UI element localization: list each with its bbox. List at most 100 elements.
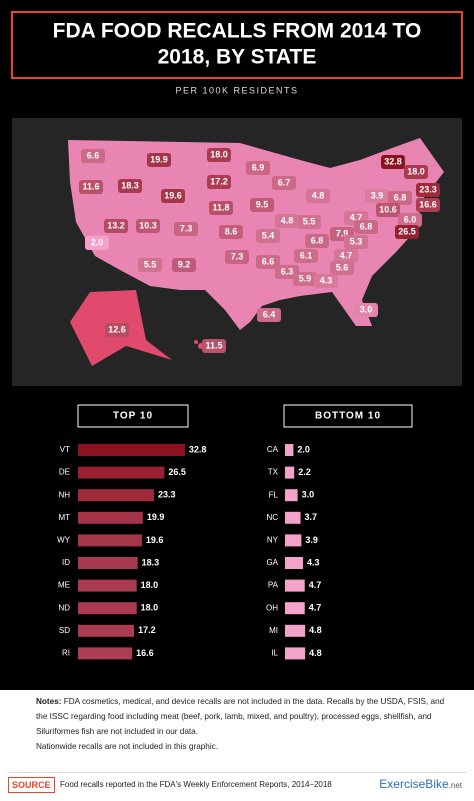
value-label: 3.7 [305, 512, 318, 522]
state-value [207, 175, 231, 189]
value-label: 4.7 [309, 603, 322, 613]
state-label: 5.5 [303, 216, 316, 226]
state-label: 7.3 [180, 223, 193, 233]
state-label: 4.7 [350, 212, 363, 222]
state-value [118, 179, 142, 193]
hawaii [194, 340, 198, 344]
state-label: 18.0 [407, 166, 425, 176]
state-label: 5.4 [262, 230, 275, 240]
state-value [416, 183, 440, 197]
state-label: 6.8 [360, 221, 373, 231]
logo: ExerciseBike.net [379, 777, 462, 791]
value-label: 18.0 [141, 603, 159, 613]
bar [285, 511, 301, 524]
state-value [344, 235, 368, 249]
state-value [305, 234, 329, 248]
state-label: 18.3 [121, 180, 139, 190]
state-label: 5.3 [350, 236, 363, 246]
category-label: ID [62, 558, 70, 567]
state-value [147, 153, 171, 167]
value-label: 4.8 [309, 648, 322, 658]
subtitle: PER 100K RESIDENTS [175, 85, 298, 95]
bar [285, 466, 295, 479]
category-label: VT [60, 445, 70, 454]
state-label: 6.4 [263, 309, 276, 319]
category-label: FL [269, 490, 279, 499]
bar [285, 557, 304, 569]
value-label: 3.0 [302, 490, 315, 500]
state-value [330, 261, 354, 275]
logo-suffix: .net [448, 781, 462, 790]
chart-title: TOP 10 [113, 411, 153, 422]
bar [285, 647, 306, 660]
chart: FDA FOOD RECALLS FROM 2014 TO 2018, BY S… [0, 0, 474, 690]
state-value [138, 258, 162, 272]
state-value [314, 274, 338, 288]
bar [78, 579, 137, 592]
state-value [225, 250, 249, 264]
state-value [172, 258, 196, 272]
source-bar: SOURCE Food recalls reported in the FDA'… [8, 772, 466, 797]
state-label: 6.1 [300, 250, 313, 260]
state-label: 7.9 [336, 228, 349, 238]
state-value [104, 219, 128, 233]
value-label: 2.2 [298, 467, 311, 477]
state-value [202, 339, 226, 353]
category-label: GA [266, 558, 278, 567]
state-value [250, 198, 274, 212]
state-value [395, 225, 419, 239]
state-label: 18.0 [210, 149, 228, 159]
state-value [381, 155, 405, 169]
state-value [207, 148, 231, 162]
bar [78, 444, 185, 456]
state-label: 6.9 [252, 162, 265, 172]
state-value [275, 214, 299, 228]
chart-title: BOTTOM 10 [315, 411, 381, 422]
category-label: ME [58, 581, 70, 590]
note-text: FDA cosmetics, medical, and device recal… [36, 697, 445, 736]
category-label: CA [267, 445, 279, 454]
category-label: RI [62, 649, 70, 658]
state-label: 6.0 [404, 214, 417, 224]
category-label: ND [58, 603, 70, 612]
category-label: TX [268, 468, 279, 477]
state-value [398, 213, 422, 227]
note: Notes: FDA cosmetics, medical, and devic… [36, 694, 446, 739]
source-label: SOURCE [8, 777, 55, 793]
state-value [256, 255, 280, 269]
state-label: 19.6 [164, 190, 182, 200]
logo-text: ExerciseBike [379, 777, 449, 791]
state-label: 17.2 [210, 176, 228, 186]
category-label: NY [267, 536, 279, 545]
state-value [365, 189, 389, 203]
value-label: 19.6 [146, 535, 164, 545]
notes: Notes: FDA cosmetics, medical, and devic… [36, 694, 446, 754]
state-label: 6.3 [281, 266, 294, 276]
state-value [105, 323, 129, 337]
state-value [81, 149, 105, 163]
category-label: SD [59, 626, 70, 635]
bar [285, 489, 298, 502]
state-label: 32.8 [384, 156, 402, 166]
title: FDA FOOD RECALLS FROM 2014 TO [53, 20, 422, 43]
state-label: 11.6 [82, 181, 99, 191]
state-value [294, 249, 318, 263]
note: Nationwide recalls are not included in t… [36, 742, 219, 751]
value-label: 23.3 [158, 490, 176, 500]
value-label: 26.5 [168, 467, 186, 477]
title-frame [11, 11, 463, 79]
state-value [219, 225, 243, 239]
state-label: 6.8 [311, 235, 324, 245]
bar [285, 602, 305, 615]
category-label: NH [58, 490, 70, 499]
bar [285, 624, 306, 637]
value-label: 4.7 [309, 580, 322, 590]
category-label: IL [271, 649, 278, 658]
state-value [85, 236, 109, 250]
state-label: 6.7 [278, 177, 291, 187]
value-label: 17.2 [138, 625, 156, 635]
category-label: NC [266, 513, 278, 522]
state-value [354, 303, 378, 317]
title: 2018, BY STATE [158, 46, 317, 69]
state-label: 26.5 [398, 226, 416, 236]
